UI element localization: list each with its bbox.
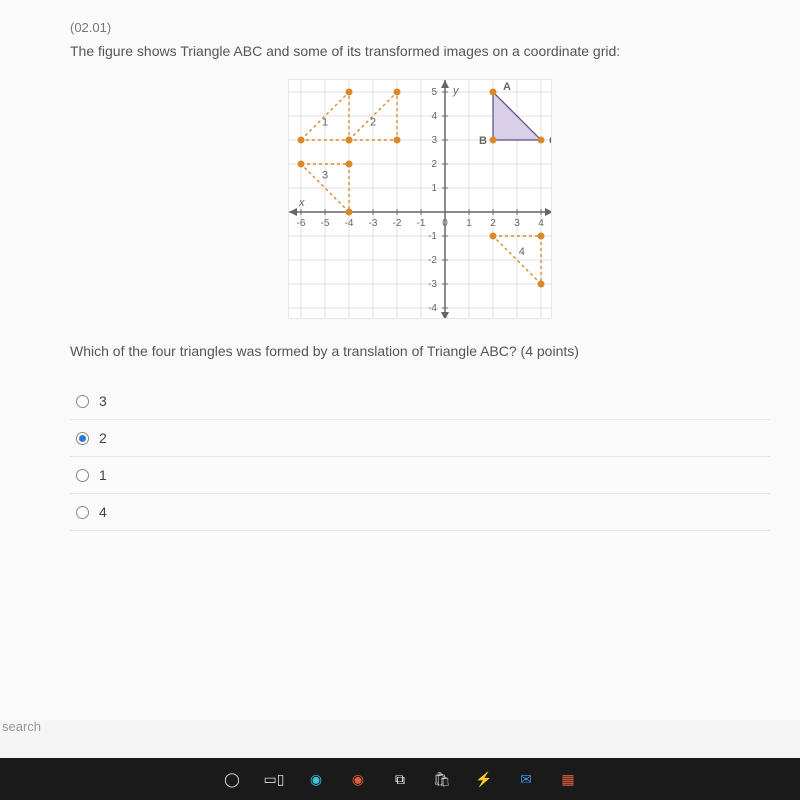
svg-text:-4: -4 [345,218,354,229]
intro-text: The figure shows Triangle ABC and some o… [70,43,770,59]
svg-text:-3: -3 [369,218,378,229]
svg-text:3: 3 [431,135,437,146]
power-icon[interactable]: ⚡ [474,769,494,789]
chrome-icon[interactable]: ◉ [348,769,368,789]
radio-button[interactable] [76,432,89,445]
code-label: (02.01) [70,20,770,35]
coordinate-grid: -6 -5 -4 -3 -2 -1 0 1 2 3 4 -4 -3 -2 -1 1 2 3 4 5 y x 1 2 3 4 A B C [288,79,552,319]
store-icon[interactable]: 🛍 [432,769,452,789]
svg-text:4: 4 [538,218,544,229]
svg-text:0: 0 [442,218,448,229]
mail-icon[interactable]: ✉ [516,769,536,789]
graph-container: -6 -5 -4 -3 -2 -1 0 1 2 3 4 -4 -3 -2 -1 1 2 3 4 5 y x 1 2 3 4 A B C [70,79,770,319]
svg-text:-5: -5 [321,218,330,229]
svg-text:5: 5 [431,87,437,98]
options-list: 3 2 1 4 [70,383,770,531]
taskbar: ◯ ▭▯ ◉ ◉ ⧉ 🛍 ⚡ ✉ ▦ [0,758,800,800]
svg-text:-1: -1 [428,231,437,242]
radio-button[interactable] [76,395,89,408]
svg-text:1: 1 [322,117,328,129]
question-text: Which of the four triangles was formed b… [70,343,770,359]
svg-text:1: 1 [431,183,437,194]
option-label: 1 [99,467,107,483]
svg-text:C: C [549,135,552,147]
svg-text:2: 2 [490,218,496,229]
radio-button[interactable] [76,506,89,519]
photos-icon[interactable]: ▦ [558,769,578,789]
svg-text:-3: -3 [428,279,437,290]
svg-text:-4: -4 [428,303,437,314]
search-label: search [0,719,41,734]
svg-text:4: 4 [431,111,437,122]
svg-text:3: 3 [322,169,328,181]
task-view-icon[interactable]: ▭▯ [264,769,284,789]
option-label: 3 [99,393,107,409]
option-row[interactable]: 3 [70,383,770,420]
svg-text:1: 1 [466,218,472,229]
option-label: 4 [99,504,107,520]
svg-text:-6: -6 [297,218,306,229]
svg-text:-2: -2 [393,218,402,229]
svg-text:-2: -2 [428,255,437,266]
radio-button[interactable] [76,469,89,482]
svg-text:B: B [479,135,487,147]
svg-text:-1: -1 [417,218,426,229]
option-label: 2 [99,430,107,446]
circle-icon[interactable]: ◯ [222,769,242,789]
dropbox-icon[interactable]: ⧉ [390,769,410,789]
svg-text:4: 4 [519,246,525,258]
svg-text:3: 3 [514,218,520,229]
option-row[interactable]: 1 [70,457,770,494]
svg-text:2: 2 [431,159,437,170]
option-row[interactable]: 4 [70,494,770,531]
svg-text:y: y [452,85,460,97]
edge-icon[interactable]: ◉ [306,769,326,789]
option-row[interactable]: 2 [70,420,770,457]
svg-text:x: x [298,197,305,209]
svg-text:2: 2 [370,117,376,129]
svg-text:A: A [503,81,511,93]
